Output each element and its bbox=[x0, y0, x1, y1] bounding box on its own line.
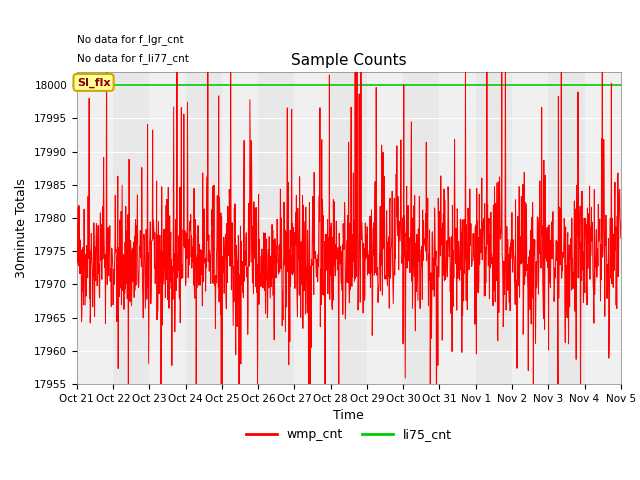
Bar bbox=[294, 72, 331, 384]
Text: SI_flx: SI_flx bbox=[77, 77, 110, 87]
Bar bbox=[440, 72, 476, 384]
Bar bbox=[512, 72, 548, 384]
Y-axis label: 30minute Totals: 30minute Totals bbox=[15, 178, 28, 278]
X-axis label: Time: Time bbox=[333, 409, 364, 422]
Title: Sample Counts: Sample Counts bbox=[291, 53, 406, 68]
Bar bbox=[222, 72, 258, 384]
Bar bbox=[149, 72, 186, 384]
Bar bbox=[77, 72, 113, 384]
Bar bbox=[367, 72, 403, 384]
Legend: wmp_cnt, li75_cnt: wmp_cnt, li75_cnt bbox=[241, 423, 457, 446]
Bar bbox=[584, 72, 621, 384]
Text: No data for f_lgr_cnt: No data for f_lgr_cnt bbox=[77, 35, 184, 46]
Text: No data for f_li77_cnt: No data for f_li77_cnt bbox=[77, 53, 189, 64]
